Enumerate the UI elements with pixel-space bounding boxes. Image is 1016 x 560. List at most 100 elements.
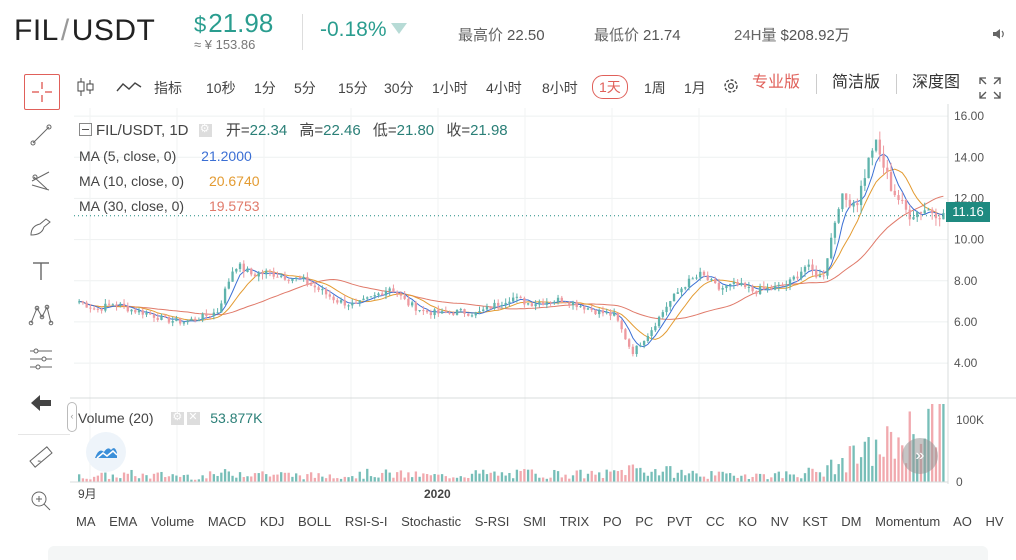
indicator-trix[interactable]: TRIX [559,514,590,529]
indicator-ema[interactable]: EMA [109,514,138,529]
indicator-pc[interactable]: PC [635,514,654,529]
interval-1m[interactable]: 1分 [254,80,276,96]
indicator-stochastic[interactable]: Stochastic [401,514,462,529]
tradingview-logo-icon[interactable] [86,432,126,472]
indicator-srsi[interactable]: S-RSI [474,514,510,529]
scroll-right-icon[interactable]: » [902,438,938,474]
candle [729,283,732,286]
indicator-boll[interactable]: BOLL [298,514,332,529]
volume-bar [470,473,474,482]
candle [452,313,455,315]
interval-5m[interactable]: 5分 [294,80,316,96]
volume-bar [257,473,260,482]
candle [863,178,867,186]
candle-type-icon[interactable] [76,76,96,103]
volume-bar [762,474,765,482]
back-arrow-icon[interactable] [24,386,58,420]
volume-bar [934,447,938,482]
candle [553,301,556,303]
interval-1d[interactable]: 1天 [592,75,628,99]
volume-bar [785,471,788,482]
indicator-dm[interactable]: DM [841,514,862,529]
ticker-header: FIL/USDT $21.98 ≈ ¥ 153.86 -0.18% 最高价 22.… [0,0,1016,66]
trend-line-icon[interactable] [24,118,58,152]
candle [96,308,100,310]
indicator-nv[interactable]: NV [770,514,789,529]
settings-icon[interactable] [171,410,185,425]
candle [530,303,534,307]
indicator-rsi[interactable]: RSI-S-I [344,514,388,529]
indicator-momentum[interactable]: Momentum [875,514,941,529]
interval-10s[interactable]: 10秒 [206,80,236,96]
indicator-kdj[interactable]: KDJ [259,514,285,529]
x-tick-label: 2020 [424,487,451,501]
tab-simple[interactable]: 简洁版 [831,74,880,91]
interval-1mo[interactable]: 1月 [684,80,706,96]
candle [512,297,515,302]
indicator-kst[interactable]: KST [802,514,828,529]
candle [654,326,657,331]
indicator-ao[interactable]: AO [953,514,972,529]
settings-icon[interactable] [198,122,212,137]
measure-lines-icon[interactable] [24,342,58,376]
volume-bar [440,474,444,482]
price-chart[interactable]: 16.00 14.00 12.00 10.00 8.00 6.00 4.00 100K 0 9月 2… [70,104,1016,514]
candle [235,269,238,272]
volume-bar [452,477,455,482]
pattern-icon[interactable] [24,298,58,332]
candle [598,310,601,315]
volume-bar [328,474,331,482]
indicator-ko[interactable]: KO [738,514,758,529]
tab-depth[interactable]: 深度图 [911,74,960,91]
volume-bar [220,472,223,482]
volume-bar [403,477,406,482]
zoom-in-icon[interactable] [24,484,58,518]
interval-4h[interactable]: 4小时 [486,80,522,96]
interval-1w[interactable]: 1周 [644,80,666,96]
candle [609,312,612,316]
settings-gear-icon[interactable] [722,77,740,100]
volume-bar [781,478,784,482]
candle [317,287,320,291]
interval-30m[interactable]: 30分 [384,80,414,96]
indicator-ma[interactable]: MA [76,514,96,529]
indicator-po[interactable]: PO [602,514,622,529]
indicator-macd[interactable]: MACD [207,514,247,529]
indicator-volume[interactable]: Volume [150,514,195,529]
brush-icon[interactable] [24,210,58,244]
candle [381,293,384,296]
collapse-icon[interactable] [79,123,92,136]
pane-toggle-icon[interactable]: ‹ [67,402,77,432]
candle [455,309,459,315]
indicator-cc[interactable]: CC [705,514,725,529]
line-type-icon[interactable] [116,80,142,99]
ruler-icon[interactable] [24,440,58,474]
candle [616,312,620,321]
speaker-icon[interactable] [992,27,1006,44]
volume-bar [571,475,575,482]
text-tool-icon[interactable] [24,254,58,288]
indicator-smi[interactable]: SMI [523,514,547,529]
pitchfork-icon[interactable] [24,164,58,198]
interval-8h[interactable]: 8小时 [542,80,578,96]
volume-bar [201,475,204,482]
indicators-button[interactable]: 指标 [154,80,182,96]
volume-bar [773,473,777,482]
fullscreen-icon[interactable] [978,76,1002,105]
candle [92,308,96,310]
interval-1h[interactable]: 1小时 [432,80,468,96]
candle [889,172,893,191]
volume-bar [871,465,874,482]
crosshair-icon[interactable] [24,74,60,110]
volume-bar [145,475,148,482]
interval-15m[interactable]: 15分 [338,80,368,96]
close-icon[interactable] [187,410,201,425]
candle [373,295,376,297]
indicator-pvt[interactable]: PVT [666,514,693,529]
price-axis: 16.00 14.00 12.00 10.00 8.00 6.00 4.00 100K 0 9月 2… [70,104,1016,501]
tab-pro[interactable]: 专业版 [751,74,800,91]
candle [216,312,219,314]
indicator-hv[interactable]: HV [985,514,1004,529]
candle [508,301,511,303]
down-arrow-icon [390,23,407,34]
